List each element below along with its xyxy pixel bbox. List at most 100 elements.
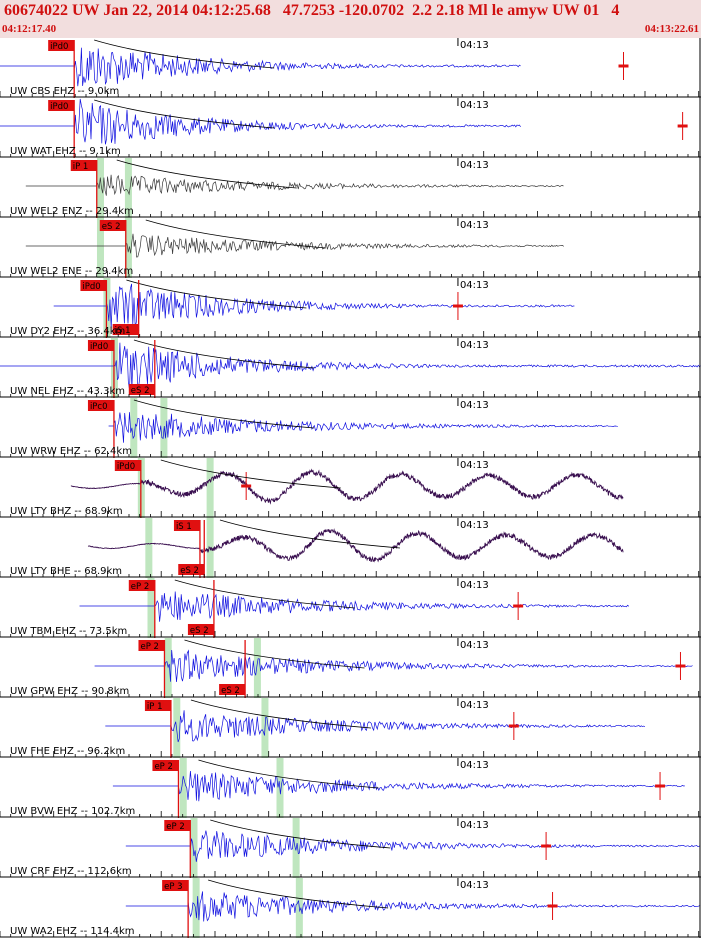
phase-pick-flag — [162, 880, 189, 891]
analysis-window — [130, 398, 138, 458]
phase-pick-flag — [187, 624, 214, 635]
minute-label: 04:13 — [460, 640, 489, 651]
phase-pick-flag — [114, 460, 141, 471]
phase-pick-label: eP 2 — [140, 642, 158, 652]
station-label: UW LTY BHE -- 68.9km — [10, 566, 122, 577]
station-label: UW WEL2 ENE -- 29.4km — [10, 266, 133, 277]
moveout-curve — [190, 699, 371, 729]
phase-pick-flag — [48, 40, 75, 51]
phase-pick-label: iS 1 — [115, 326, 131, 336]
station-label: UW WAT EHZ -- 9.1km — [10, 146, 121, 157]
analysis-window — [164, 638, 172, 698]
phase-pick-label: eS 2 — [102, 222, 121, 232]
station-label: UW FHE EHZ -- 96.2km — [10, 746, 125, 757]
event-title: 60674022 UW Jan 22, 2014 04:12:25.68 47.… — [4, 2, 620, 19]
waveform-trace — [70, 468, 624, 505]
phase-pick-flag — [70, 160, 97, 171]
minute-label: 04:13 — [460, 340, 489, 351]
moveout-curve — [198, 759, 379, 789]
analysis-window — [124, 158, 132, 218]
phase-pick-label: iPd0 — [117, 462, 135, 472]
station-label: UW TBM EHZ -- 73.5km — [10, 626, 127, 637]
phase-pick-flag — [144, 700, 171, 711]
analysis-window — [179, 758, 187, 818]
phase-pick-label: eP 2 — [166, 822, 184, 832]
station-label: UW DY2 EHZ -- 36.4km — [10, 326, 125, 337]
time-ticks — [0, 391, 700, 397]
phase-pick-flag — [173, 520, 200, 531]
time-ticks — [0, 751, 700, 757]
time-ticks — [0, 871, 700, 877]
analysis-window — [147, 578, 155, 638]
minute-label: 04:13 — [460, 880, 489, 891]
event-header: 60674022 UW Jan 22, 2014 04:12:25.68 47.… — [0, 0, 701, 38]
seismogram-record-section: iPd0 04:13 UW CBS EHZ -- 9.0km iPd0 04:13 UW … — [0, 38, 701, 938]
moveout-curve — [94, 99, 275, 129]
moveout-curve — [94, 39, 275, 69]
phase-pick-label: iP 1 — [147, 702, 163, 712]
time-ticks — [0, 571, 700, 577]
phase-pick-label: iPd0 — [50, 42, 68, 52]
minute-label: 04:13 — [460, 100, 489, 111]
phase-pick-label: eP 2 — [154, 762, 172, 772]
phase-pick-label: iP 1 — [73, 162, 89, 172]
minute-label: 04:13 — [460, 40, 489, 51]
record-end-time: 04:13:22.61 — [644, 23, 699, 35]
minute-label: 04:13 — [460, 460, 489, 471]
phase-pick-flag — [164, 820, 191, 831]
phase-pick-flag — [178, 564, 205, 575]
station-label: UW WA2 EHZ -- 114.4km — [10, 926, 135, 937]
moveout-curve — [133, 399, 314, 429]
phase-pick-flag — [128, 384, 155, 395]
phase-pick-label: eS 2 — [221, 686, 240, 696]
phase-pick-label: eS 2 — [180, 566, 199, 576]
phase-pick-label: eS 2 — [190, 626, 209, 636]
waveform-trace — [125, 830, 701, 862]
time-ticks — [0, 451, 700, 457]
time-ticks — [0, 691, 700, 697]
phase-pick-flag — [87, 340, 114, 351]
station-label: UW WRW EHZ -- 62.4km — [10, 446, 132, 457]
moveout-curve — [174, 579, 355, 609]
minute-label: 04:13 — [460, 580, 489, 591]
time-ticks — [0, 931, 700, 937]
station-label: UW NEL EHZ -- 43.3km — [10, 386, 125, 397]
moveout-curve — [160, 459, 341, 489]
moveout-curve — [208, 879, 389, 909]
phase-pick-label: iPd0 — [82, 282, 100, 292]
moveout-curve — [145, 219, 326, 249]
waveform-trace — [105, 710, 646, 743]
waveform-trace — [94, 649, 693, 683]
time-ticks — [0, 811, 700, 817]
phase-pick-flag — [48, 100, 75, 111]
analysis-window — [192, 878, 200, 938]
time-ticks — [0, 271, 700, 277]
phase-pick-flag — [138, 640, 165, 651]
time-ticks — [0, 631, 700, 637]
station-label: UW GPW EHZ -- 90.8km — [10, 686, 129, 697]
minute-label: 04:13 — [460, 760, 489, 771]
phase-pick-label: iPd0 — [90, 342, 108, 352]
phase-pick-label: iPd0 — [50, 102, 68, 112]
analysis-window — [253, 638, 261, 698]
station-label: UW LTY BHZ -- 68.9km — [10, 506, 123, 517]
analysis-window — [145, 518, 153, 578]
station-label: UW CRF EHZ -- 112.6km — [10, 866, 132, 877]
waveform-trace — [0, 342, 701, 390]
phase-pick-flag — [80, 280, 107, 291]
analysis-window — [96, 218, 104, 278]
phase-pick-label: iPc0 — [90, 402, 108, 412]
time-ticks — [0, 211, 700, 217]
time-ticks — [0, 91, 700, 97]
station-label: UW CBS EHZ -- 9.0km — [10, 86, 119, 97]
analysis-window — [96, 158, 104, 218]
moveout-curve — [116, 159, 297, 189]
minute-label: 04:13 — [460, 220, 489, 231]
minute-label: 04:13 — [460, 700, 489, 711]
moveout-curve — [210, 819, 391, 849]
time-ticks — [0, 331, 700, 337]
phase-pick-flag — [152, 760, 179, 771]
station-label: UW BVW EHZ -- 102.7km — [10, 806, 135, 817]
phase-pick-label: iS 1 — [176, 522, 192, 532]
analysis-window — [190, 818, 198, 878]
